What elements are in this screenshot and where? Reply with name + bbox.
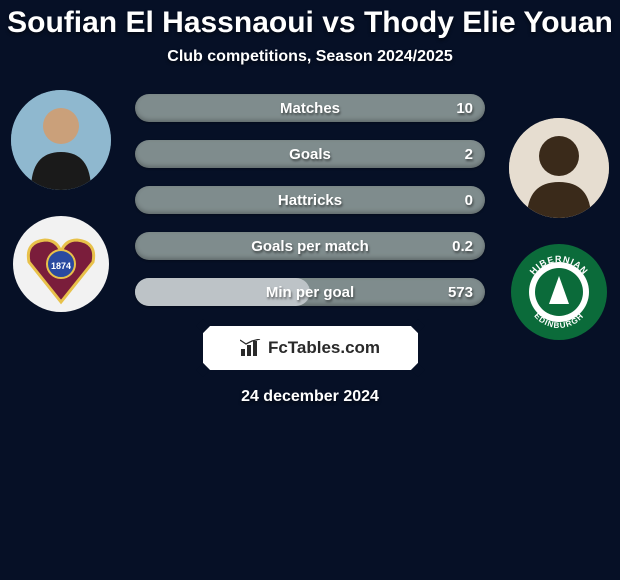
stat-bar: Min per goal 573 <box>135 278 485 306</box>
watermark-badge: FcTables.com <box>203 326 418 370</box>
stat-value: 2 <box>465 146 473 163</box>
snapshot-date: 24 december 2024 <box>0 388 620 406</box>
stat-value: 10 <box>456 100 473 117</box>
chart-bars-icon <box>240 339 262 357</box>
hibs-crest-icon: HIBERNIAN EDINBURGH <box>509 242 609 342</box>
person-silhouette-icon <box>11 90 111 190</box>
player1-club-crest: 1874 <box>11 214 111 314</box>
right-column: HIBERNIAN EDINBURGH <box>504 118 614 342</box>
player2-avatar <box>509 118 609 218</box>
hearts-crest-icon: 1874 <box>11 214 111 314</box>
stat-bar: Matches 10 <box>135 94 485 122</box>
player2-name: Thody Elie Youan <box>364 6 613 39</box>
player2-club-crest: HIBERNIAN EDINBURGH <box>509 242 609 342</box>
left-column: 1874 <box>6 90 116 314</box>
stat-bar: Goals 2 <box>135 140 485 168</box>
comparison-title: Soufian El Hassnaoui vs Thody Elie Youan <box>0 0 620 40</box>
stat-value: 0 <box>465 192 473 209</box>
player1-avatar <box>11 90 111 190</box>
stat-bar: Hattricks 0 <box>135 186 485 214</box>
stat-value: 573 <box>448 284 473 301</box>
subtitle: Club competitions, Season 2024/2025 <box>0 48 620 66</box>
content-area: 1874 HIBERNIAN ED <box>0 94 620 406</box>
vs-separator: vs <box>322 6 355 39</box>
person-silhouette-icon <box>509 118 609 218</box>
watermark-text: FcTables.com <box>268 338 380 358</box>
stat-label: Matches <box>280 100 340 117</box>
stat-label: Goals per match <box>251 238 369 255</box>
stat-label: Min per goal <box>266 284 354 301</box>
player1-name: Soufian El Hassnaoui <box>7 6 314 39</box>
stat-label: Goals <box>289 146 331 163</box>
stat-value: 0.2 <box>452 238 473 255</box>
stat-label: Hattricks <box>278 192 342 209</box>
svg-text:1874: 1874 <box>51 261 71 271</box>
stat-bars: Matches 10 Goals 2 Hattricks 0 Goals per match… <box>135 94 485 306</box>
stat-bar: Goals per match 0.2 <box>135 232 485 260</box>
